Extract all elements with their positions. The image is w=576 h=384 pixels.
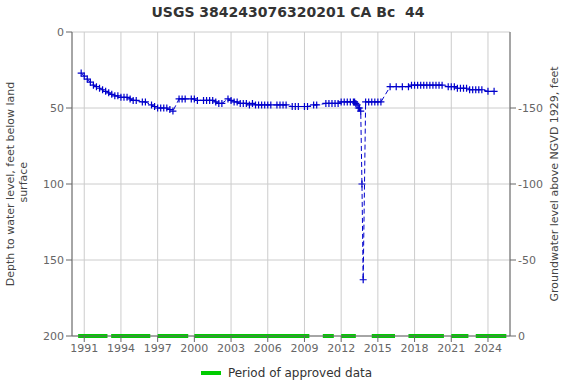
svg-text:2009: 2009 <box>290 342 318 355</box>
svg-text:2024: 2024 <box>474 342 502 355</box>
svg-text:0: 0 <box>57 26 64 39</box>
svg-text:1997: 1997 <box>144 342 172 355</box>
svg-text:0: 0 <box>518 330 525 343</box>
svg-text:-150: -150 <box>518 102 543 115</box>
html-text:Period of approved data: Period of approved data <box>227 366 373 380</box>
svg-text:2000: 2000 <box>180 342 208 355</box>
svg-text:2015: 2015 <box>364 342 392 355</box>
svg-text:50: 50 <box>50 102 64 115</box>
svg-text:100: 100 <box>43 178 64 191</box>
svg-text:2006: 2006 <box>254 342 282 355</box>
svg-text:1991: 1991 <box>70 342 98 355</box>
svg-text:1994: 1994 <box>107 342 135 355</box>
html-text:USGS 384243076320201 CA Bc 44: USGS 384243076320201 CA Bc 44 <box>151 4 425 20</box>
svg-text:-100: -100 <box>518 178 543 191</box>
svg-text:2021: 2021 <box>437 342 465 355</box>
svg-text:200: 200 <box>43 330 64 343</box>
svg-text:150: 150 <box>43 254 64 267</box>
svg-text:Groundwater level above NGVD 1: Groundwater level above NGVD 1929, feet <box>548 66 561 302</box>
svg-text:2012: 2012 <box>327 342 355 355</box>
svg-text:2003: 2003 <box>217 342 245 355</box>
svg-text:2018: 2018 <box>401 342 429 355</box>
svg-text:Depth to water level, feet bel: Depth to water level, feet below land su… <box>8 82 30 287</box>
svg-text:-50: -50 <box>518 254 536 267</box>
